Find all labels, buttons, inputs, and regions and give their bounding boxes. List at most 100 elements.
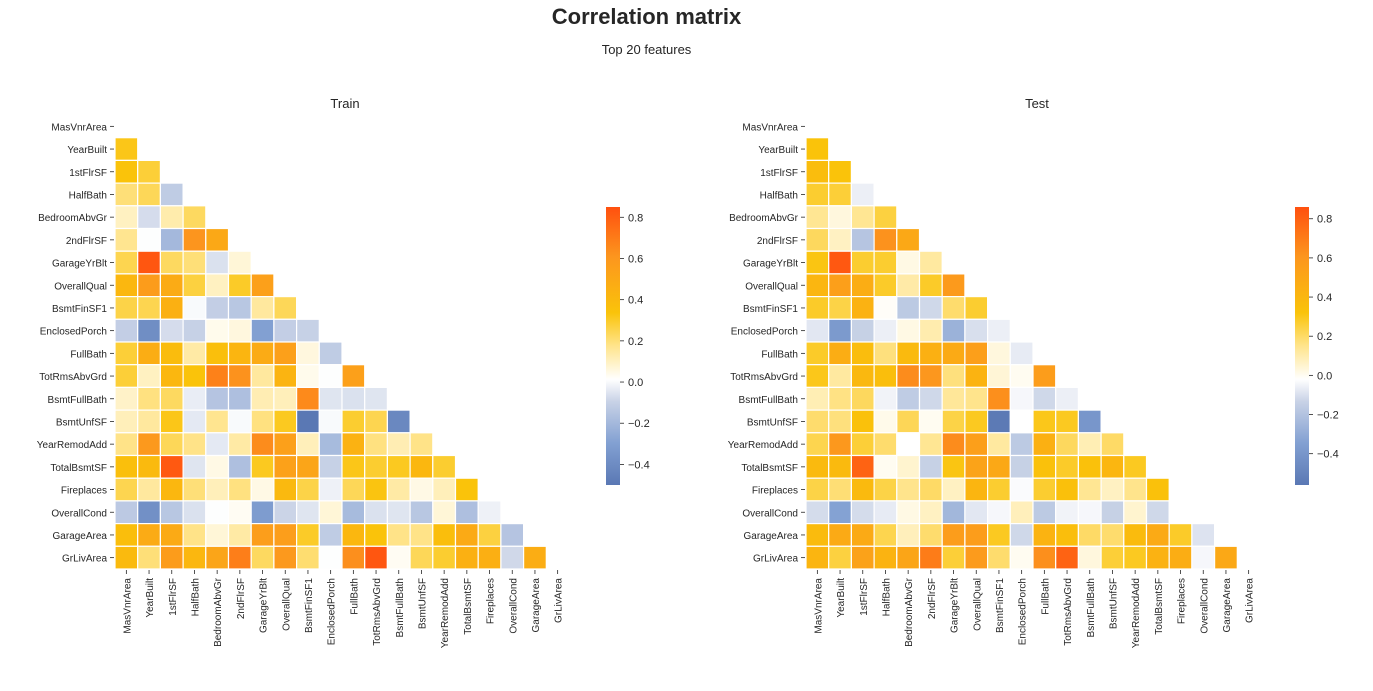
heatmap-cell: EnclosedPorch / MasVnrArea: -0.08 [805,318,830,343]
heatmap-cell: Fireplaces / EnclosedPorch: -0.03 [1009,477,1034,502]
heatmap-cell: GrLivArea / 1stFlrSF: 0.57 [159,545,184,570]
heatmap-cell: EnclosedPorch / BsmtFinSF1: -0.06 [986,318,1011,343]
subtitle: Top 20 features [601,42,692,57]
y-tick-label: YearRemodAdd [728,440,798,451]
heatmap-cell: YearRemodAdd / 1stFlrSF: 0.26 [850,432,875,457]
x-tick-label: BsmtFinSF1 [995,578,1006,633]
heatmap-cell: YearRemodAdd / EnclosedPorch: -0.19 [318,432,343,457]
heatmap-cell: TotRmsAbvGrd / 1stFlrSF: 0.41 [159,364,184,389]
heatmap-cell: GarageArea / BsmtFullBath: 0.18 [386,522,411,547]
colorbar-tick-label: −0.4 [1317,449,1339,461]
heatmap-cell: YearRemodAdd / GarageYrBlt: 0.64 [250,432,275,457]
x-tick-label: 1stFlrSF [168,578,179,616]
heatmap-cell: GarageArea / GarageYrBlt: 0.56 [250,522,275,547]
heatmap-cell: TotRmsAbvGrd / OverallQual: 0.43 [273,364,298,389]
colorbar [1295,207,1309,485]
heatmap-cell: BsmtFullBath / OverallQual: 0.15 [964,386,989,411]
y-tick-label: BsmtFinSF1 [52,304,107,315]
heatmap-cell: FullBath / GarageYrBlt: 0.48 [250,341,275,366]
heatmap-cell: OverallCond / BsmtUnfSF: -0.14 [1100,500,1125,525]
heatmap-cell: FullBath / GarageYrBlt: 0.48 [941,341,966,366]
heatmap-cell: OverallQual / 1stFlrSF: 0.46 [850,273,875,298]
heatmap-cell: GarageArea / EnclosedPorch: -0.12 [318,522,343,547]
y-tick-label: FullBath [70,349,107,360]
heatmap-cell: GrLivArea / BsmtUnfSF: 0.26 [1100,545,1125,570]
heatmap-cell: GrLivArea / YearBuilt: 0.25 [828,545,853,570]
heatmap-cell: OverallQual / 2ndFlrSF: 0.3 [227,273,252,298]
heatmap-cell: GarageArea / 2ndFlrSF: 0.19 [918,522,943,547]
heatmap-cell: OverallQual / GarageYrBlt: 0.55 [250,273,275,298]
y-tick-label: TotRmsAbvGrd [730,372,798,383]
heatmap-cell: BsmtFinSF1 / HalfBath: 0 [182,296,207,320]
heatmap-cell: TotRmsAbvGrd / 1stFlrSF: 0.39 [850,364,875,389]
heatmap-cell: 2ndFlrSF / 1stFlrSF: -0.19 [850,227,875,252]
heatmap-cell: BsmtFinSF1 / MasVnrArea: 0.26 [114,296,139,320]
heatmap-cell: OverallCond / 2ndFlrSF: 0.03 [227,500,252,525]
heatmap-cell: YearRemodAdd / TotRmsAbvGrd: 0.21 [1055,432,1079,457]
heatmap-cell: GarageArea / TotalBsmtSF: 0.48 [1145,522,1170,547]
x-tick-label: BsmtFullBath [395,578,406,637]
heatmap-cell: GarageYrBlt / BedroomAbvGr: -0.06 [205,250,230,275]
heatmap-cell: 2ndFlrSF / YearBuilt: 0.01 [137,227,161,252]
heatmap-cell: GrLivArea / FullBath: 0.63 [341,545,366,570]
heatmap-cell: TotalBsmtSF / GarageYrBlt: 0.31 [250,454,275,479]
x-tick-label: EnclosedPorch [1018,578,1029,645]
heatmap-cell: Fireplaces / TotalBsmtSF: 0.33 [1145,477,1170,502]
heatmap-cell: EnclosedPorch / OverallQual: -0.1 [964,318,989,343]
heatmap-cell: BsmtFullBath / GarageYrBlt: 0.13 [941,386,966,411]
heatmap-cell: OverallCond / TotRmsAbvGrd: -0.05 [1055,500,1079,525]
heatmap-cell: BsmtFinSF1 / 2ndFlrSF: -0.14 [227,296,252,320]
heatmap-cell: OverallCond / HalfBath: -0.07 [873,500,898,525]
heatmap-cell: OverallQual / BedroomAbvGr: 0.11 [896,273,921,298]
heatmap-cell: GarageArea / HalfBath: 0.18 [182,522,207,547]
heatmap-cell: YearRemodAdd / YearBuilt: 0.59 [828,432,853,457]
heatmap-cell: OverallCond / YearBuilt: -0.38 [137,500,161,525]
heatmap-cell: GrLivArea / OverallQual: 0.57 [964,545,989,570]
x-tick-label: 2ndFlrSF [236,578,247,619]
panel-title: Train [330,96,359,111]
heatmap-cell: FullBath / YearBuilt: 0.47 [137,341,161,366]
heatmap-cell: OverallCond / BsmtFinSF1: -0.05 [296,500,320,525]
heatmap-cell: TotalBsmtSF / BsmtFinSF1: 0.49 [986,454,1011,479]
heatmap-cell: GrLivArea / TotalBsmtSF: 0.45 [454,545,479,570]
heatmap-cell: TotRmsAbvGrd / BsmtFinSF1: 0.04 [986,364,1011,389]
y-tick-label: BsmtFinSF1 [743,304,798,315]
heatmap-cell: OverallQual / 2ndFlrSF: 0.28 [918,273,943,298]
heatmap-cell: GarageArea / YearRemodAdd: 0.37 [1123,522,1148,547]
heatmap-cell: GarageYrBlt / 2ndFlrSF: 0.12 [918,250,943,275]
heatmap-cell: FullBath / MasVnrArea: 0.28 [114,341,139,366]
heatmap-cell: BsmtFullBath / FullBath: -0.12 [1032,386,1057,411]
x-tick-label: FullBath [349,578,360,615]
x-tick-label: OverallQual [972,578,983,631]
heatmap-cell: BedroomAbvGr / MasVnrArea: 0.14 [805,205,830,230]
heatmap-cell: FullBath / OverallQual: 0.55 [964,341,989,366]
heatmap-cell: TotalBsmtSF / MasVnrArea: 0.36 [114,454,139,479]
heatmap-cell: Fireplaces / BsmtFinSF1: 0.27 [986,477,1011,502]
heatmap-cell: TotalBsmtSF / YearRemodAdd: 0.29 [1123,454,1148,479]
colorbar-tick-label: 0.6 [628,253,643,265]
heatmap-cell: OverallCond / Fireplaces: -0.02 [477,500,502,525]
heatmap-cell: GarageArea / EnclosedPorch: -0.12 [1009,522,1034,547]
colorbar-tick-label: −0.4 [628,459,650,471]
x-tick-label: YearBuilt [836,578,847,618]
colorbar-tick-label: −0.2 [628,418,650,430]
heatmap-cell: 1stFlrSF / YearBuilt: 0.28 [137,159,161,184]
heatmap-cell: OverallQual / GarageYrBlt: 0.58 [941,273,966,298]
heatmap-cell: EnclosedPorch / BsmtFinSF1: -0.1 [296,318,320,343]
x-tick-label: OverallCond [1199,578,1210,634]
y-tick-label: FullBath [761,349,798,360]
heatmap-cell: Fireplaces / BsmtFullBath: 0.14 [386,477,411,502]
heatmap-cell: TotRmsAbvGrd / HalfBath: 0.34 [182,364,207,389]
heatmap-cell: Fireplaces / YearRemodAdd: 0.15 [1123,477,1148,502]
heatmap-cell: YearRemodAdd / BsmtUnfSF: 0.18 [409,432,434,457]
heatmap-cell: GrLivArea / YearRemodAdd: 0.29 [432,545,457,570]
heatmap-cell: 2ndFlrSF / MasVnrArea: 0.21 [805,227,830,252]
heatmap-cell: EnclosedPorch / 1stFlrSF: -0.07 [159,318,184,343]
heatmap-cell: BsmtUnfSF / TotRmsAbvGrd: 0.25 [364,409,389,434]
heatmap-cell: FullBath / 2ndFlrSF: 0.44 [918,341,943,366]
heatmap-cell: Fireplaces / GarageYrBlt: 0.07 [941,477,966,502]
heatmap-cell: TotalBsmtSF / FullBath: 0.33 [1032,454,1057,479]
heatmap-cell: HalfBath / YearBuilt: 0.26 [828,182,853,207]
heatmap-cell: 2ndFlrSF / YearBuilt: 0.07 [828,227,853,252]
heatmap-cell: BsmtFinSF1 / OverallQual: 0.27 [964,296,989,320]
